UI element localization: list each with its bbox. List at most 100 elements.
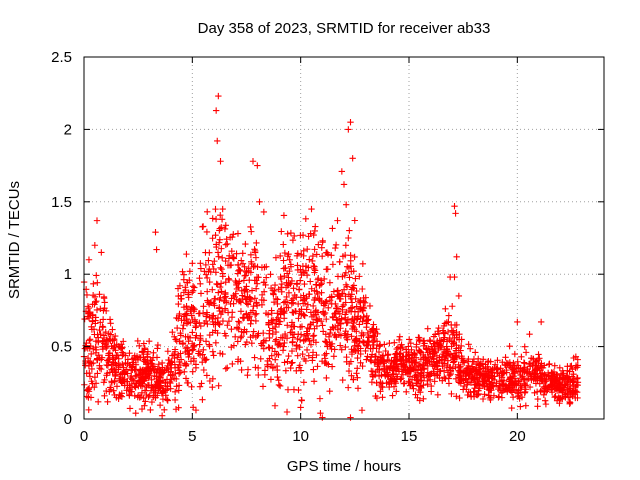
data-point [353,342,361,349]
data-point [207,299,215,306]
data-point [521,343,528,350]
data-point [83,291,91,299]
data-point [311,325,318,332]
data-point [206,314,213,321]
data-point [240,314,248,321]
data-point [402,364,409,371]
data-point [545,361,553,368]
data-point [239,260,247,267]
data-point [350,285,357,292]
data-point [217,158,224,165]
data-point [192,322,200,330]
data-point [377,388,384,395]
data-point [288,359,295,367]
data-point [281,249,289,257]
data-point [206,278,213,286]
data-point [362,347,369,355]
data-point [313,351,320,359]
data-point [115,355,122,362]
data-point [430,348,437,355]
data-point [337,320,344,328]
data-point [284,386,292,393]
data-point [84,313,92,320]
data-point [214,249,222,256]
data-point [498,394,506,401]
data-point [269,345,276,352]
data-point [211,302,218,309]
data-point [140,340,148,347]
data-point [107,386,115,393]
data-point [340,301,347,309]
data-point [224,262,232,269]
data-point [206,342,213,350]
data-point [293,367,300,375]
data-point [274,296,281,303]
data-point [255,330,262,337]
data-point [134,337,141,345]
data-point [204,320,211,328]
data-point [142,398,149,405]
data-point [195,348,203,355]
data-point [368,354,375,361]
data-point [299,350,306,358]
data-point [175,387,182,394]
data-point [148,376,155,384]
data-point [511,350,519,358]
data-point [343,353,350,361]
data-point [465,341,472,348]
data-point [126,405,134,412]
data-point [222,278,229,286]
data-point [452,375,460,382]
data-point [315,275,322,282]
data-point [337,295,344,303]
data-point [183,279,191,287]
data-point [443,343,450,350]
data-point [434,337,441,345]
data-point [265,344,272,351]
data-point [93,306,101,314]
data-point [336,258,343,265]
data-point [154,345,161,352]
data-point [455,349,463,356]
data-point [445,380,453,387]
data-point [102,328,109,336]
data-point [373,379,380,387]
data-point [145,338,153,345]
data-point [490,392,498,399]
data-point [104,362,112,369]
data-point [280,265,287,272]
data-point [219,273,226,280]
data-point [346,227,353,234]
data-point [430,340,437,347]
data-point [217,294,224,302]
data-point [243,300,250,307]
data-point [486,394,494,402]
data-point [437,337,445,344]
data-point [221,297,228,305]
data-point [489,381,496,389]
data-point [270,298,278,306]
data-point [389,371,396,378]
data-point [234,356,242,363]
data-point [308,205,315,213]
data-point [541,397,549,404]
data-point [420,371,427,379]
data-point [174,315,182,322]
data-point [517,364,524,372]
data-point [518,353,525,361]
data-point [146,392,153,399]
data-point [161,406,168,413]
data-point [547,381,555,388]
data-point [428,382,435,390]
data-point [517,403,524,410]
data-point [221,225,229,233]
data-point [217,310,225,318]
data-point [347,414,354,421]
data-point [283,304,290,311]
data-point [326,297,334,304]
data-point [140,348,147,355]
data-point [189,404,197,411]
data-point [251,295,259,302]
data-point [235,318,242,325]
data-point [238,257,245,264]
